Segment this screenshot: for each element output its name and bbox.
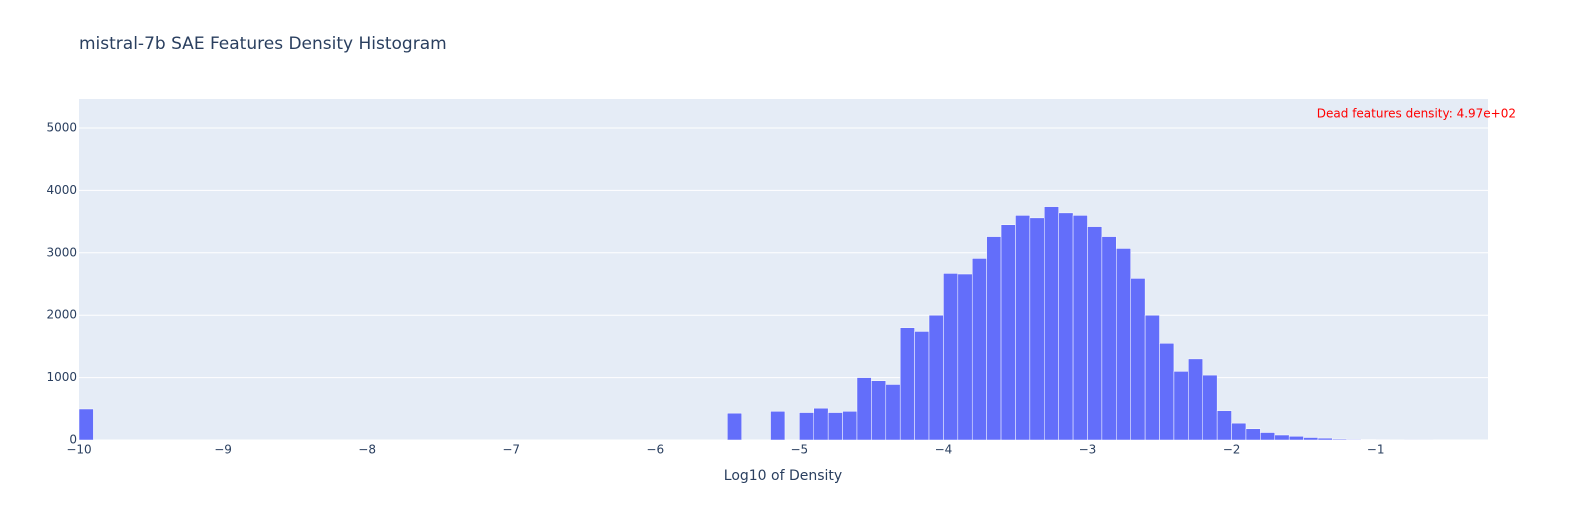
y-tick-label: 3000 bbox=[46, 245, 77, 259]
bar bbox=[1173, 371, 1189, 441]
bar bbox=[871, 380, 887, 441]
bar bbox=[1245, 428, 1261, 441]
bar bbox=[1159, 343, 1175, 441]
bar bbox=[1087, 226, 1103, 441]
bar bbox=[727, 412, 742, 441]
bar bbox=[1058, 212, 1074, 441]
bar bbox=[1000, 224, 1016, 441]
y-tick-label: 2000 bbox=[46, 308, 77, 322]
bar bbox=[827, 412, 843, 441]
bar bbox=[78, 408, 94, 441]
annotation: Dead features density: 4.97e+02 bbox=[1317, 107, 1516, 121]
x-tick-label: −7 bbox=[502, 443, 520, 457]
x-tick-label: −1 bbox=[1367, 443, 1385, 457]
bar bbox=[1144, 314, 1160, 441]
bar bbox=[1216, 410, 1232, 441]
y-tick-label: 0 bbox=[69, 433, 77, 447]
bar bbox=[770, 411, 786, 441]
bar bbox=[1303, 437, 1319, 441]
bar bbox=[1130, 278, 1146, 441]
x-tick-label: −8 bbox=[358, 443, 376, 457]
bar bbox=[1288, 436, 1304, 441]
bar bbox=[899, 327, 915, 441]
bar bbox=[1101, 236, 1117, 441]
y-tick-label: 4000 bbox=[46, 183, 77, 197]
x-tick-label: −2 bbox=[1223, 443, 1241, 457]
plot-layer bbox=[78, 127, 1488, 441]
chart-title: mistral-7b SAE Features Density Histogra… bbox=[79, 34, 447, 54]
bar bbox=[971, 258, 987, 441]
x-tick-label: −9 bbox=[214, 443, 232, 457]
x-tick-label: −4 bbox=[935, 443, 953, 457]
bar bbox=[813, 407, 829, 441]
bar bbox=[1029, 217, 1045, 441]
x-tick-label: −10 bbox=[66, 443, 91, 457]
bar bbox=[1072, 215, 1088, 441]
x-tick-label: −5 bbox=[790, 443, 808, 457]
y-tick-label: 5000 bbox=[46, 121, 77, 135]
bar bbox=[1346, 439, 1362, 441]
bar bbox=[1260, 432, 1276, 441]
bar bbox=[1332, 438, 1348, 441]
bar bbox=[943, 273, 959, 441]
bar bbox=[842, 411, 858, 441]
y-tick-label: 1000 bbox=[46, 370, 77, 384]
plot-area bbox=[79, 99, 1488, 440]
x-tick-label: −3 bbox=[1079, 443, 1097, 457]
bar bbox=[799, 412, 815, 441]
bar bbox=[914, 331, 930, 441]
bar bbox=[856, 377, 872, 441]
bar bbox=[986, 236, 1002, 441]
bar bbox=[1231, 422, 1247, 441]
x-tick-label: −6 bbox=[646, 443, 664, 457]
bar bbox=[1044, 206, 1059, 441]
bar bbox=[1015, 215, 1031, 441]
bar bbox=[1116, 248, 1131, 441]
bar bbox=[928, 314, 944, 441]
bar bbox=[1317, 437, 1333, 441]
bar bbox=[1202, 374, 1218, 441]
bar bbox=[1274, 434, 1290, 441]
bar bbox=[957, 273, 973, 441]
bar bbox=[885, 384, 901, 441]
x-axis-title: Log10 of Density bbox=[724, 468, 842, 484]
bar bbox=[1188, 358, 1203, 441]
